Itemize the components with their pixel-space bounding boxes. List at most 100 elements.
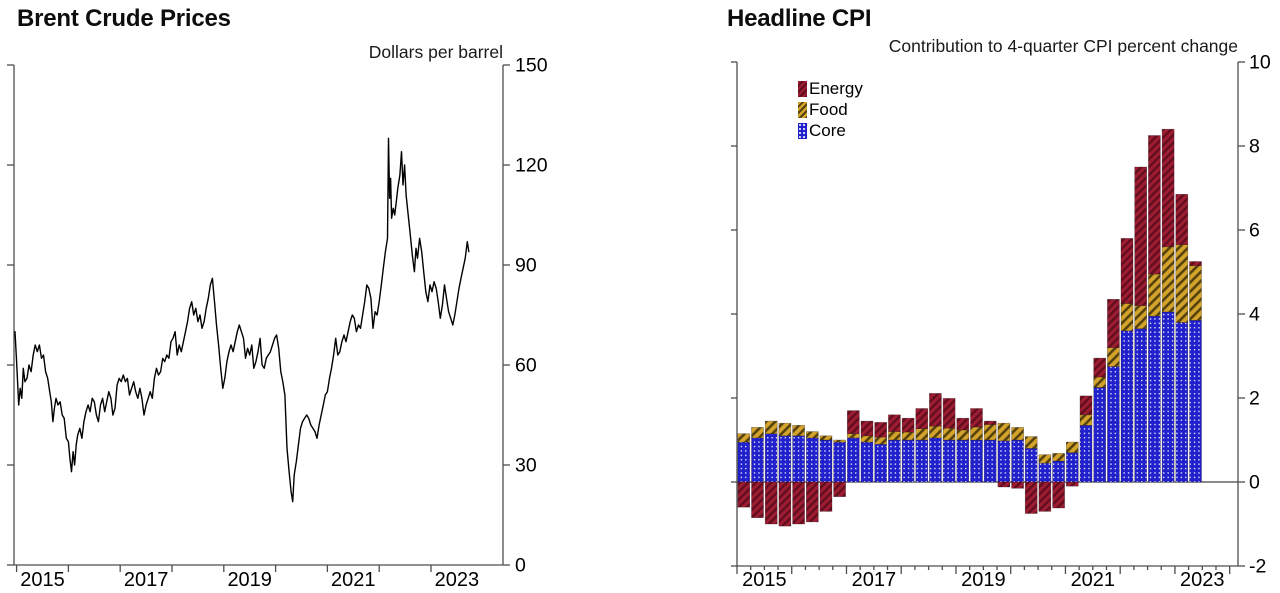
bar-segment-energy [792,481,805,525]
brent-price-line [14,137,470,503]
x-tick-label: 2021 [331,569,376,591]
bar-segment-energy [1024,481,1038,514]
bar-segment-food [737,433,751,443]
bar-segment-energy [819,481,833,512]
bar-segment-food [1120,303,1134,332]
bar-segment-food [751,427,764,439]
x-tick-label: 2019 [227,569,272,591]
bar-segment-energy [901,417,915,433]
bar-segment-food [1107,347,1120,367]
bar-segment-energy [1189,261,1202,266]
bar-segment-core [846,437,860,483]
bar-segment-food [1052,453,1065,462]
energy-swatch-icon [798,81,807,97]
bar-segment-core [1024,448,1038,483]
bar-segment-energy [956,417,970,431]
bar-segment-food [888,431,901,441]
bar-segment-food [1024,436,1038,449]
bar-segment-core [764,433,778,483]
x-tick-label: 2023 [1180,569,1225,591]
bar-segment-core [874,443,888,483]
y-tick-label: 4 [1249,304,1260,326]
bar-segment-core [737,441,751,483]
bar-segment-food [1189,265,1202,321]
bar-segment-core [819,439,833,483]
y-tick-label: 90 [515,255,537,277]
bar-segment-core [997,440,1011,483]
bar-segment-core [1011,439,1024,483]
bar-segment-food [764,420,778,435]
bar-segment-food [997,422,1011,442]
bar-segment-energy [915,408,929,430]
bar-segment-energy [833,481,846,497]
bar-segment-core [888,439,901,483]
cpi-bar-chart: -2 0 2 4 6 8 10 2015 2017 2019 2021 2023 [731,52,1271,591]
bar-segment-energy [888,414,901,432]
y-tick-label: -2 [1249,556,1266,578]
bar-segment-core [778,435,792,483]
bar-segment-energy [1066,481,1079,487]
bar-segment-food [1175,244,1189,323]
bar-segment-food [1161,246,1175,313]
bar-segment-food [1066,441,1079,453]
bar-segment-energy [997,481,1011,488]
legend-item-energy: Energy [798,78,863,99]
bar-segment-core [1120,330,1134,483]
bar-segment-energy [1161,128,1175,248]
bar-segment-energy [942,398,956,429]
legend: Energy Food Core [798,78,863,141]
core-swatch-icon [798,123,807,139]
y-tick-label: 8 [1249,136,1260,158]
bar-segment-energy [805,481,819,523]
x-tick-label: 2015 [20,569,65,591]
bar-segment-core [1189,319,1202,483]
bar-segment-core [929,437,942,483]
y-tick-label: 6 [1249,220,1260,242]
bar-segment-food [1134,305,1147,330]
bar-segment-energy [1079,395,1093,416]
y-tick-label: 2 [1249,388,1260,410]
bar-segment-core [970,439,983,483]
x-tick-label: 2019 [961,569,1006,591]
bar-segment-core [1079,424,1093,483]
bar-segment-energy [1011,481,1024,489]
bar-segment-core [1161,311,1175,483]
bar-segment-food [778,422,792,437]
bar-segment-food [819,435,833,441]
y-tick-label: 30 [515,455,537,477]
bar-segment-energy [1107,298,1120,348]
bar-segment-core [956,439,970,483]
bar-segment-food [1093,376,1106,388]
left-chart-unit-label: Dollars per barrel [368,42,503,62]
bar-segment-core [1093,387,1106,483]
bar-segment-energy [1120,238,1134,304]
bar-segment-core [751,437,764,483]
legend-item-food: Food [798,99,863,120]
bar-segment-core [1175,322,1189,483]
bar-segment-core [1107,366,1120,483]
bar-segment-energy [1052,481,1065,509]
brent-line-chart: 0 30 60 90 120 150 2015 2017 2019 2021 2023 [7,55,548,591]
bar-segment-food [792,424,805,437]
x-tick-label: 2015 [742,569,787,591]
left-chart-title: Brent Crude Prices [17,5,231,32]
bar-segment-energy [983,420,997,425]
bar-segment-core [833,441,846,483]
bar-segment-energy [737,481,751,508]
bar-segment-core [1134,328,1147,483]
bar-segment-energy [778,481,792,527]
x-tick-label: 2021 [1071,569,1116,591]
bar-segment-food [860,435,874,443]
bar-segment-food [929,425,942,439]
bar-segment-food [833,439,846,443]
bar-segment-food [1038,454,1052,464]
bar-segment-core [1038,462,1052,483]
bar-segment-food [901,431,915,441]
bar-segment-energy [846,410,860,435]
bar-segment-food [956,429,970,441]
x-tick-label: 2017 [852,569,897,591]
x-tick-label: 2017 [124,569,169,591]
bar-segment-food [874,436,888,445]
